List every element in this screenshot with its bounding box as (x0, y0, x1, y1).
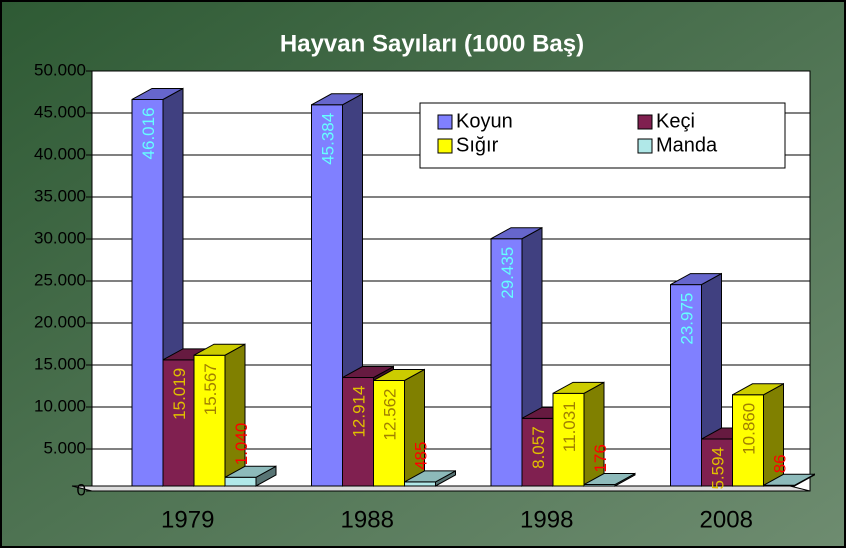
bar-top (193, 343, 246, 356)
legend-swatch (637, 138, 653, 154)
y-tick-label: 50.000 (34, 60, 86, 79)
value-label: 12.562 (380, 388, 399, 440)
y-tick-label: 20.000 (34, 312, 86, 331)
bar-top (732, 383, 784, 396)
value-label: 46.016 (139, 107, 158, 159)
value-label: 23.975 (677, 293, 696, 345)
bar-top (342, 366, 394, 379)
y-tick-label: 45.000 (34, 102, 86, 121)
legend-swatch (437, 138, 453, 154)
y-tick-label: 0 (77, 480, 86, 499)
bar (193, 354, 226, 487)
value-label: 12.914 (349, 386, 368, 438)
legend-label: Keçi (656, 110, 695, 132)
y-tick-label: 40.000 (34, 144, 86, 163)
bar-top (490, 227, 543, 240)
value-label: 10.860 (739, 403, 758, 455)
bar-top (552, 381, 605, 394)
value-label: 15.019 (170, 368, 189, 420)
bar-top (311, 93, 363, 106)
legend-swatch (637, 114, 653, 130)
value-label: 176 (591, 444, 610, 472)
value-label: 15.567 (201, 363, 220, 415)
legend-label: Manda (656, 134, 718, 156)
bar (732, 394, 764, 487)
y-tick-label: 5.000 (43, 438, 86, 457)
x-tick-label: 1998 (520, 506, 573, 533)
value-label: 1.040 (232, 423, 251, 466)
y-tick-label: 30.000 (34, 228, 86, 247)
bar (404, 481, 436, 487)
bar-top (583, 473, 636, 486)
bar-top (373, 368, 425, 381)
x-tick-label: 1988 (341, 506, 394, 533)
chart-title: Hayvan Sayıları (1000 Baş) (280, 30, 584, 57)
legend-label: Sığır (456, 134, 499, 156)
bar (342, 377, 374, 487)
bar (670, 284, 702, 487)
value-label: 8.057 (529, 426, 548, 469)
value-label: 86 (770, 454, 789, 473)
x-tick-label: 1979 (161, 506, 214, 533)
plot-floor (71, 485, 811, 492)
value-label: 5.594 (708, 447, 727, 490)
bar-top (763, 473, 815, 486)
y-tick-label: 25.000 (34, 270, 86, 289)
legend-label: Koyun (456, 110, 513, 132)
bar-top (404, 470, 456, 483)
x-tick-label: 2008 (700, 506, 753, 533)
value-label: 485 (411, 442, 430, 470)
value-label: 11.031 (560, 401, 579, 452)
bar (552, 392, 585, 487)
bar (224, 476, 257, 487)
bar-top (224, 465, 277, 478)
bar-top (670, 273, 722, 286)
value-label: 45.384 (318, 113, 337, 165)
y-tick-label: 35.000 (34, 186, 86, 205)
y-tick-label: 10.000 (34, 396, 86, 415)
bar-top (131, 87, 184, 100)
y-tick-label: 15.000 (34, 354, 86, 373)
legend-swatch (437, 114, 453, 130)
bar (311, 104, 343, 487)
legend (419, 102, 786, 169)
value-label: 29.435 (498, 247, 517, 299)
